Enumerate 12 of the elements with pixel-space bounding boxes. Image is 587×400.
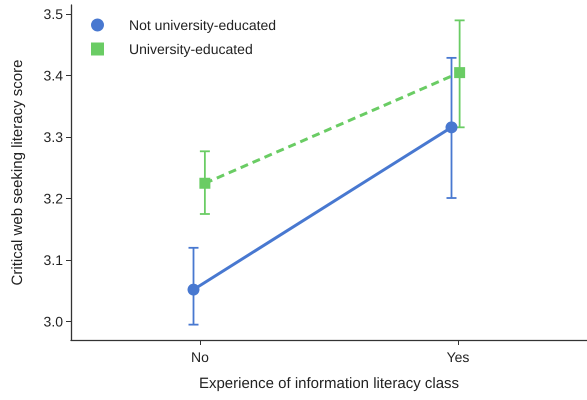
y-tick-label: 3.4 [44,68,64,84]
y-tick-label: 3.1 [44,252,64,268]
x-tick-label: No [191,349,210,365]
y-tick-label: 3.3 [44,129,64,146]
y-tick-label: 3.5 [44,6,64,22]
legend-label: University-educated [129,41,253,57]
y-axis-title: Critical web seeking literacy score [9,60,26,286]
x-axis-title: Experience of information literacy class [198,375,460,392]
legend-label: Not university-educated [129,17,276,33]
y-tick-label: 3.2 [44,190,64,207]
x-tick-label: Yes [446,349,470,365]
y-tick-label: 3.0 [44,314,64,330]
